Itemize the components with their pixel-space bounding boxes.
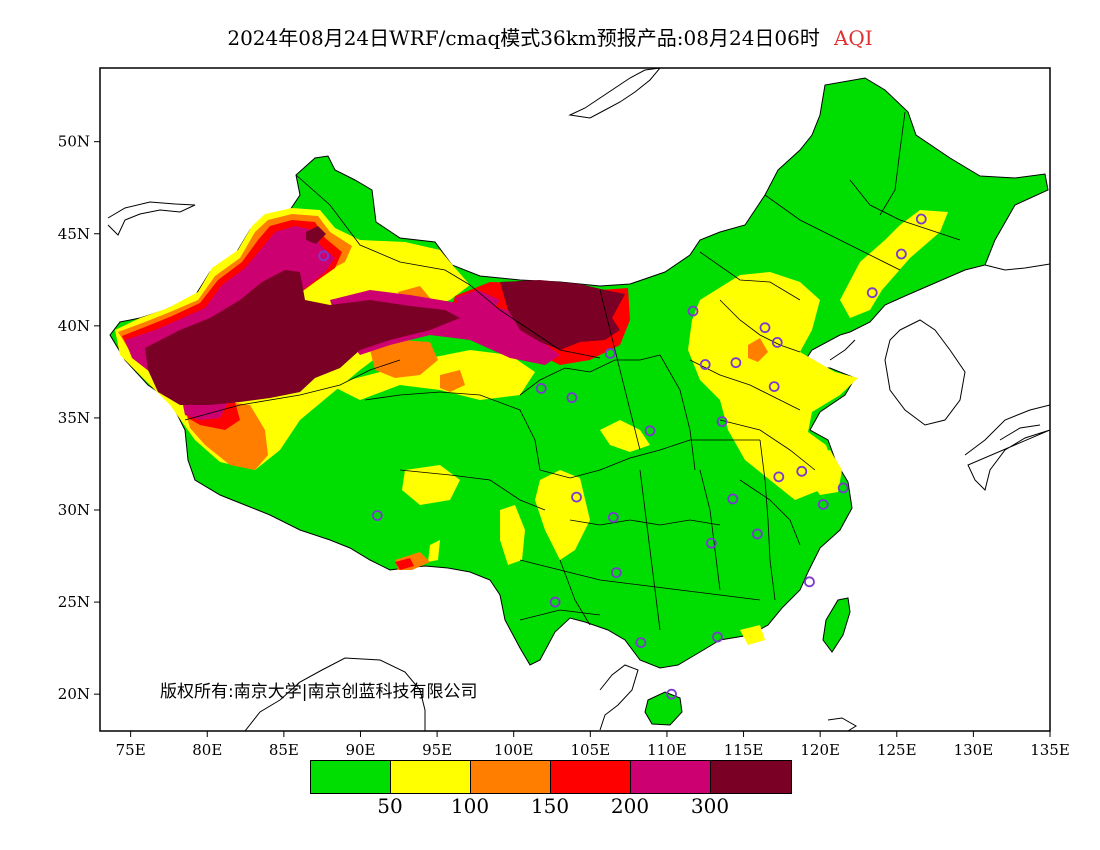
station-marker <box>566 392 578 404</box>
legend-swatch <box>631 761 711 793</box>
station-marker <box>610 567 622 579</box>
station-marker <box>712 631 723 643</box>
legend-label: 100 <box>450 794 490 818</box>
lon-tick-label: 125E <box>877 741 917 759</box>
station-marker <box>635 637 647 648</box>
station-marker <box>837 482 849 494</box>
legend-label: 150 <box>530 794 570 818</box>
station-marker <box>705 537 717 549</box>
title-variable: AQI <box>833 26 873 50</box>
latitude-axis: 50N 45N 40N 35N 30N 25N 20N <box>58 133 100 703</box>
station-marker <box>699 359 711 370</box>
station-marker <box>549 596 561 608</box>
lon-tick-label: 100E <box>494 741 534 759</box>
lat-tick-label: 35N <box>58 409 90 427</box>
station-marker <box>768 381 780 393</box>
lon-tick-label: 120E <box>800 741 840 759</box>
station-marker <box>895 248 907 260</box>
station-marker <box>604 348 616 359</box>
station-marker <box>666 688 677 700</box>
station-marker <box>771 337 783 348</box>
station-marker <box>751 528 763 540</box>
lat-tick-label: 20N <box>58 685 90 703</box>
lat-tick-label: 50N <box>58 133 90 151</box>
china-landmass <box>109 77 1049 669</box>
chart-title: 2024年08月24日WRF/cmaq模式36km预报产品:08月24日06时 A… <box>0 22 1100 51</box>
station-marker <box>687 305 699 317</box>
lon-tick-label: 75E <box>116 741 146 759</box>
province-boundaries <box>184 111 961 631</box>
station-marker <box>730 357 742 369</box>
lat-tick-label: 25N <box>58 593 90 611</box>
lon-tick-label: 80E <box>192 741 222 759</box>
legend-swatch <box>391 761 471 793</box>
neighbour-coastlines <box>107 68 1050 731</box>
lat-tick-label: 40N <box>58 317 90 335</box>
station-marker <box>915 213 927 225</box>
color-legend <box>310 760 792 794</box>
lon-tick-label: 95E <box>422 741 452 759</box>
lon-tick-label: 110E <box>647 741 687 759</box>
legend-swatch <box>711 761 791 793</box>
station-marker <box>571 491 582 503</box>
station-marker <box>607 511 619 523</box>
aqi-maroon-regions <box>145 226 625 405</box>
hainan <box>644 691 683 726</box>
taiwan <box>822 597 851 653</box>
legend-label: 200 <box>610 794 650 818</box>
lat-tick-label: 30N <box>58 501 90 519</box>
lon-tick-label: 105E <box>571 741 611 759</box>
station-markers <box>318 213 927 700</box>
copyright-text: 版权所有:南京大学|南京创蓝科技有限公司 <box>160 682 477 702</box>
station-marker <box>773 471 785 483</box>
station-marker <box>716 416 728 428</box>
station-marker <box>866 287 878 299</box>
longitude-axis: 75E 80E 85E 90E 95E 100E 105E 110E 115E 120E 125E 1… <box>116 731 1070 759</box>
legend-label: 50 <box>377 794 403 818</box>
station-marker <box>535 383 547 394</box>
station-marker <box>727 493 739 505</box>
station-marker <box>371 510 383 521</box>
lat-tick-label: 45N <box>58 225 90 243</box>
lon-tick-label: 130E <box>954 741 994 759</box>
station-marker <box>759 322 771 334</box>
lon-tick-label: 135E <box>1030 741 1070 759</box>
legend-swatch <box>311 761 391 793</box>
lon-tick-label: 85E <box>269 741 299 759</box>
station-marker <box>318 250 330 262</box>
legend-label: 300 <box>690 794 730 818</box>
station-marker <box>817 499 829 510</box>
lon-tick-label: 115E <box>724 741 764 759</box>
station-marker <box>796 465 808 477</box>
title-text: 2024年08月24日WRF/cmaq模式36km预报产品:08月24日06时 <box>227 26 820 50</box>
legend-swatch <box>471 761 551 793</box>
legend-swatch <box>551 761 631 793</box>
station-marker <box>644 425 656 437</box>
map-frame <box>99 67 1051 732</box>
lon-tick-label: 90E <box>345 741 375 759</box>
station-marker <box>804 576 815 588</box>
